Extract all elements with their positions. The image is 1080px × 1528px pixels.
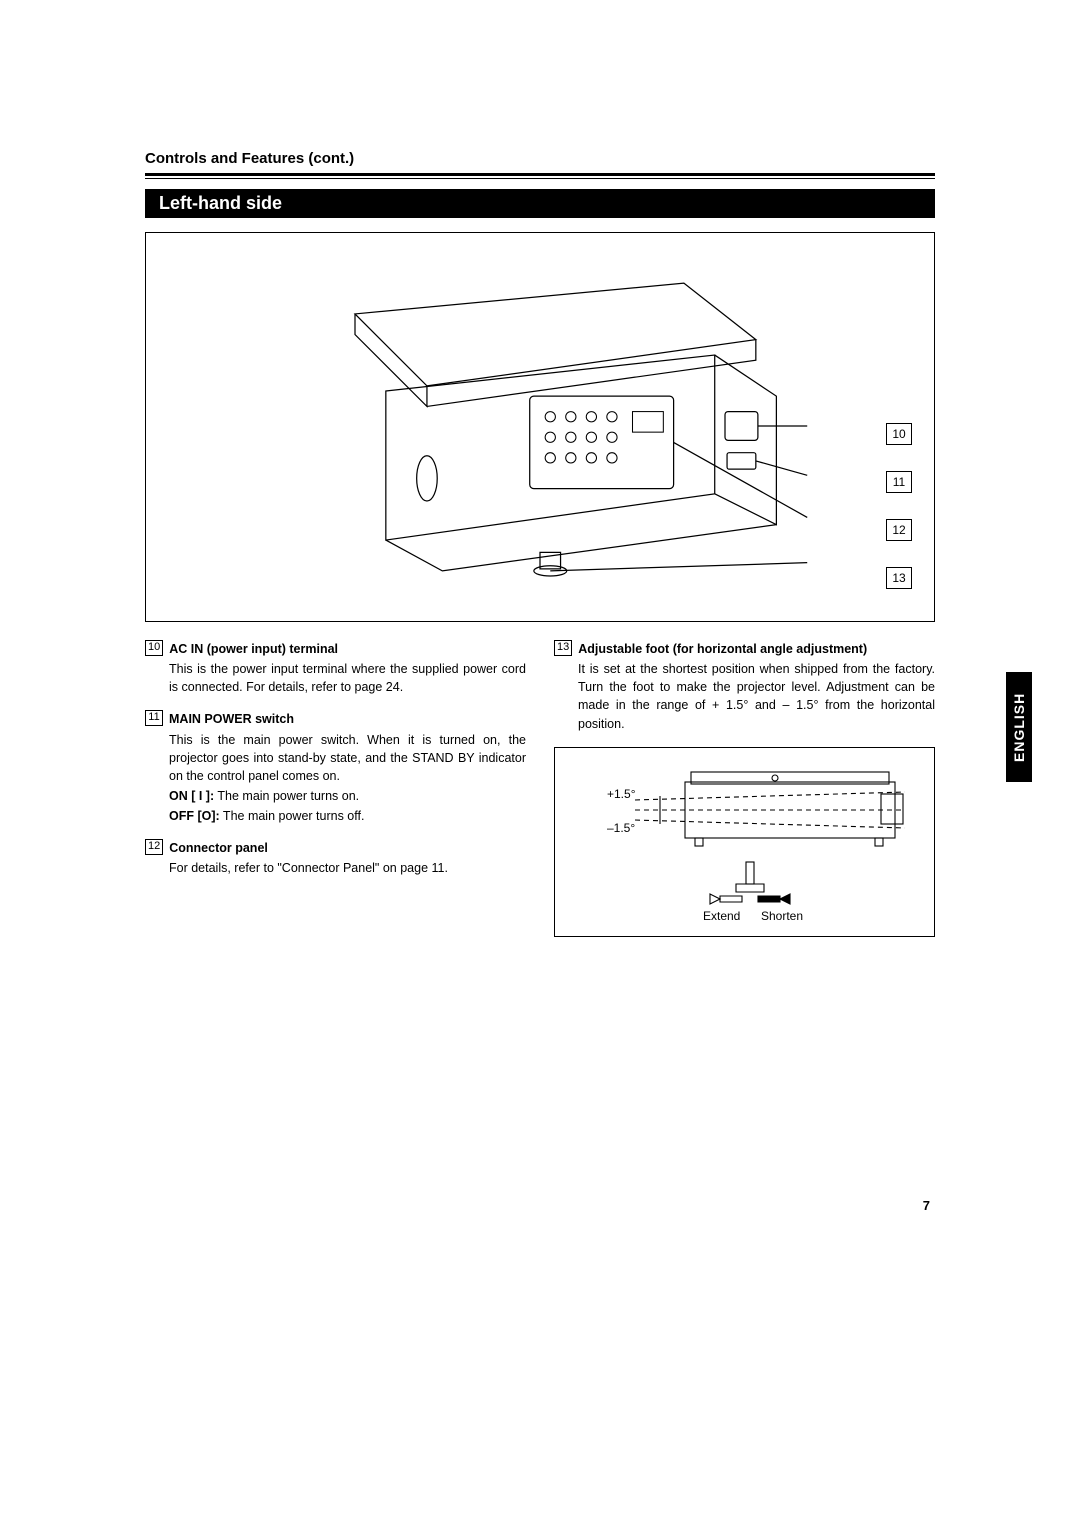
language-tab: ENGLISH xyxy=(1006,672,1032,782)
item-13: 13 Adjustable foot (for horizontal angle… xyxy=(554,640,935,733)
section-header: Left-hand side xyxy=(145,189,935,218)
callout-10: 10 xyxy=(886,423,912,445)
sub-off-label: OFF [O]: xyxy=(169,809,220,823)
shorten-label: Shorten xyxy=(761,909,803,923)
breadcrumb: Controls and Features (cont.) xyxy=(145,150,935,167)
item-num-13: 13 xyxy=(554,640,572,656)
callout-13: 13 xyxy=(886,567,912,589)
item-11: 11 MAIN POWER switch This is the main po… xyxy=(145,710,526,825)
main-diagram: 10 11 12 13 xyxy=(145,232,935,622)
item-body-13: It is set at the shortest position when … xyxy=(554,660,935,733)
item-body-12: For details, refer to "Connector Panel" … xyxy=(145,859,526,877)
callout-12: 12 xyxy=(886,519,912,541)
item-title-11: MAIN POWER switch xyxy=(169,710,294,728)
item-num-12: 12 xyxy=(145,839,163,855)
page-content: Controls and Features (cont.) Left-hand … xyxy=(145,150,935,937)
left-column: 10 AC IN (power input) terminal This is … xyxy=(145,640,526,937)
foot-illustration: +1.5° –1.5° Extend Shorten xyxy=(565,752,925,932)
rule-thin xyxy=(145,178,935,179)
diagram-callouts: 10 11 12 13 xyxy=(886,423,912,589)
item-title-13: Adjustable foot (for horizontal angle ad… xyxy=(578,640,867,658)
item-title-12: Connector panel xyxy=(169,839,268,857)
angle-top-label: +1.5° xyxy=(607,787,636,801)
foot-diagram: +1.5° –1.5° Extend Shorten xyxy=(554,747,935,937)
item-title-10: AC IN (power input) terminal xyxy=(169,640,338,658)
callout-11: 11 xyxy=(886,471,912,493)
item-12: 12 Connector panel For details, refer to… xyxy=(145,839,526,877)
extend-label: Extend xyxy=(703,909,740,923)
angle-bottom-label: –1.5° xyxy=(607,821,635,835)
text-columns: 10 AC IN (power input) terminal This is … xyxy=(145,640,935,937)
item-body-11: This is the main power switch. When it i… xyxy=(169,733,526,783)
item-num-11: 11 xyxy=(145,710,163,726)
sub-off-text: The main power turns off. xyxy=(220,809,365,823)
item-num-10: 10 xyxy=(145,640,163,656)
sub-on-text: The main power turns on. xyxy=(214,789,359,803)
sub-on-label: ON [ I ]: xyxy=(169,789,214,803)
projector-illustration xyxy=(230,242,850,612)
page-number: 7 xyxy=(923,1198,930,1213)
rule-thick xyxy=(145,173,935,176)
item-body-10: This is the power input terminal where t… xyxy=(145,660,526,696)
item-10: 10 AC IN (power input) terminal This is … xyxy=(145,640,526,696)
right-column: 13 Adjustable foot (for horizontal angle… xyxy=(554,640,935,937)
